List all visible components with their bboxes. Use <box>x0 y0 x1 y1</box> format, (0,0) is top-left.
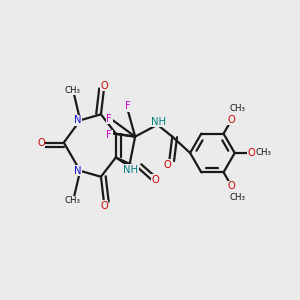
Text: O: O <box>164 160 172 170</box>
Text: CH₃: CH₃ <box>65 86 81 95</box>
Text: F: F <box>125 101 130 111</box>
Text: NH: NH <box>123 165 138 175</box>
Text: CH₃: CH₃ <box>230 104 246 113</box>
Text: F: F <box>106 114 112 124</box>
Text: O: O <box>37 138 45 148</box>
Text: CH₃: CH₃ <box>256 148 272 158</box>
Text: O: O <box>228 115 236 124</box>
Text: O: O <box>228 182 236 191</box>
Text: NH: NH <box>151 117 166 127</box>
Text: N: N <box>74 115 82 125</box>
Text: O: O <box>100 201 108 211</box>
Text: CH₃: CH₃ <box>230 193 246 202</box>
Text: O: O <box>100 80 108 91</box>
Text: N: N <box>74 166 82 176</box>
Text: O: O <box>247 148 255 158</box>
Text: CH₃: CH₃ <box>65 196 81 205</box>
Text: F: F <box>106 130 112 140</box>
Text: O: O <box>151 175 159 185</box>
